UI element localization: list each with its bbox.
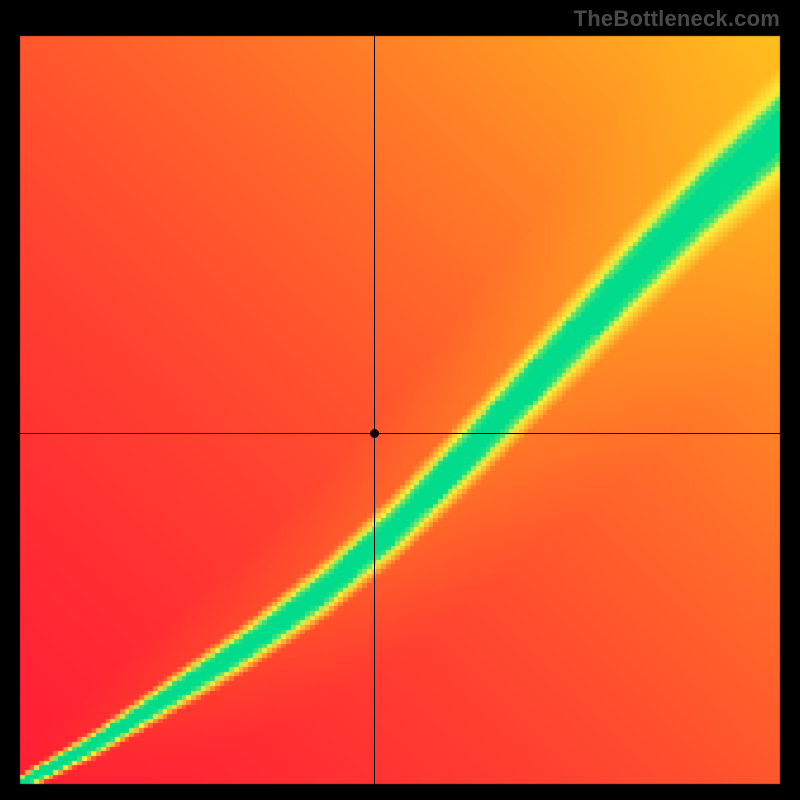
attribution-label: TheBottleneck.com [574, 6, 780, 32]
heatmap-canvas [0, 0, 800, 800]
chart-container: TheBottleneck.com [0, 0, 800, 800]
